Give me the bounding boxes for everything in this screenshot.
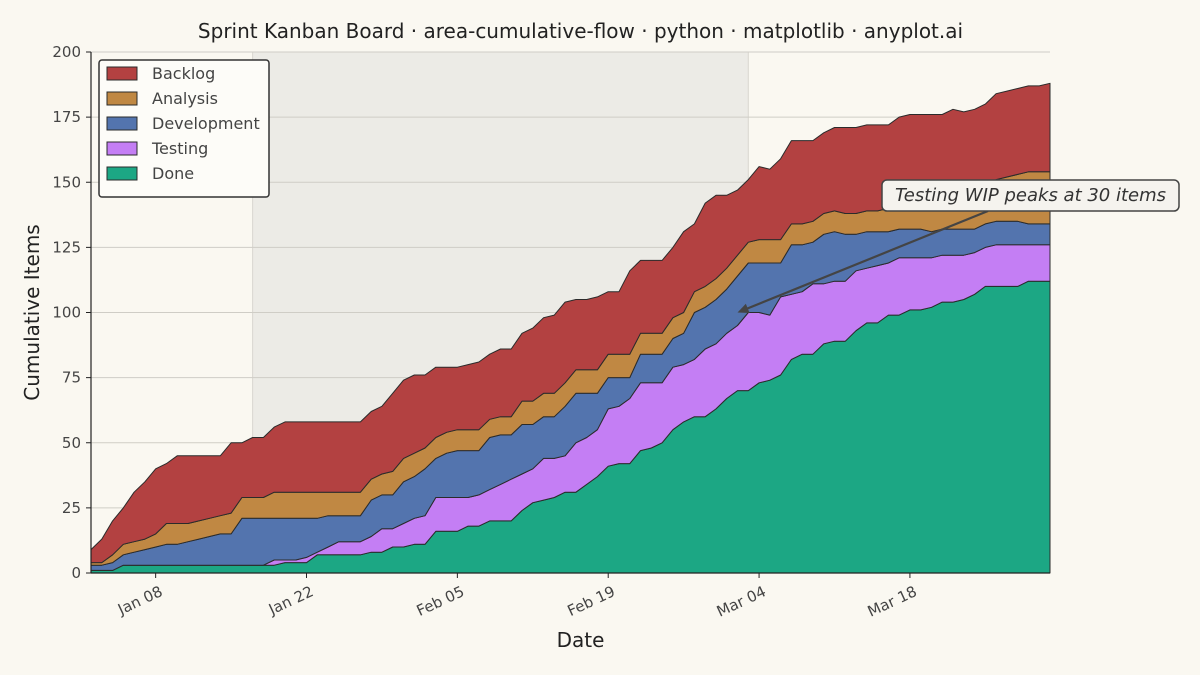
y-tick-label: 200: [52, 43, 81, 61]
y-tick-label: 50: [62, 434, 81, 452]
legend-label-development: Development: [152, 114, 260, 133]
legend-label-testing: Testing: [151, 139, 208, 158]
x-tick-label: Jan 08: [114, 582, 165, 619]
x-tick-label: Jan 22: [265, 582, 316, 619]
legend-label-backlog: Backlog: [152, 64, 215, 83]
y-tick-label: 150: [52, 173, 81, 191]
legend-label-analysis: Analysis: [152, 89, 218, 108]
y-tick-label: 75: [62, 369, 81, 387]
chart-title: Sprint Kanban Board · area-cumulative-fl…: [198, 19, 963, 43]
x-tick-label: Feb 19: [565, 582, 618, 620]
legend-label-done: Done: [152, 164, 194, 183]
y-tick-label: 125: [52, 238, 81, 256]
legend-box: [98, 59, 270, 198]
y-tick-label: 0: [71, 564, 81, 582]
annotation-box: [881, 179, 1180, 212]
legend-swatch-done: [106, 166, 138, 181]
y-axis-label: Cumulative Items: [20, 224, 44, 400]
y-tick-label: 175: [52, 108, 81, 126]
x-tick-label: Mar 04: [714, 582, 769, 620]
legend-swatch-testing: [106, 141, 138, 156]
annotation-text: Testing WIP peaks at 30 items: [895, 185, 1166, 206]
legend-swatch-backlog: [106, 66, 138, 81]
legend-swatch-development: [106, 116, 138, 131]
area-backlog: [90, 82, 1051, 564]
annotation: Testing WIP peaks at 30 items: [737, 179, 1180, 314]
legend: Backlog Analysis Development Testing Done: [98, 59, 270, 198]
annotation-arrow-head: [737, 303, 750, 314]
x-tick-label: Mar 18: [865, 582, 920, 620]
x-axis-label: Date: [557, 628, 605, 652]
y-tick-label: 100: [52, 304, 81, 322]
x-tick-label: Feb 05: [414, 582, 467, 620]
annotation-arrow: [746, 209, 989, 310]
y-tick-label: 25: [62, 499, 81, 517]
legend-swatch-analysis: [106, 91, 138, 106]
